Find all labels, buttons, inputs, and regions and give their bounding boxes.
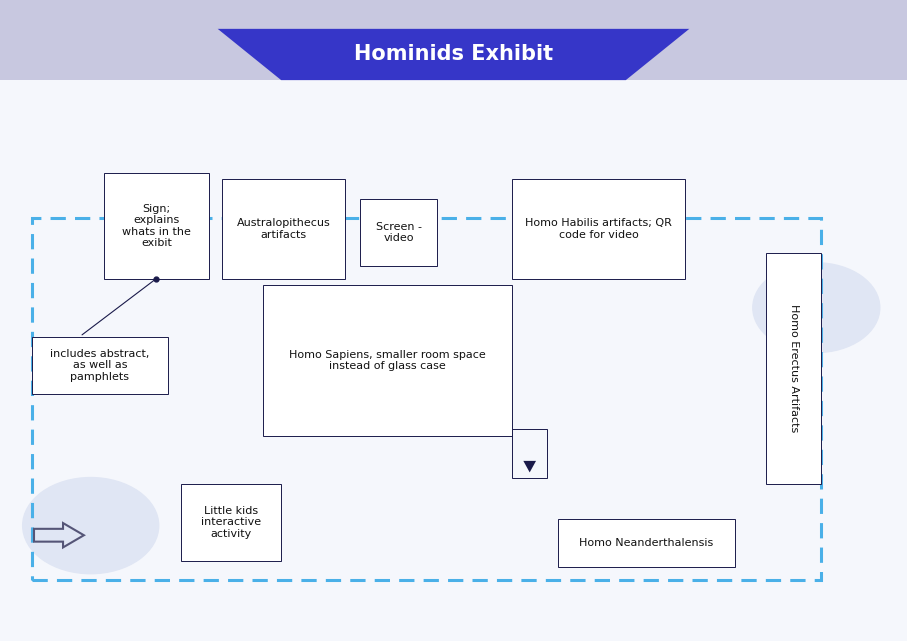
Text: Homo Erectus Artifacts: Homo Erectus Artifacts bbox=[788, 304, 799, 433]
FancyBboxPatch shape bbox=[104, 173, 209, 279]
Text: Hominids Exhibit: Hominids Exhibit bbox=[354, 44, 553, 65]
Text: Australopithecus
artifacts: Australopithecus artifacts bbox=[237, 219, 330, 240]
Text: Sign;
explains
whats in the
exibit: Sign; explains whats in the exibit bbox=[122, 204, 190, 248]
Circle shape bbox=[753, 263, 880, 353]
Text: Homo Neanderthalensis: Homo Neanderthalensis bbox=[579, 538, 714, 548]
Circle shape bbox=[23, 478, 159, 574]
FancyBboxPatch shape bbox=[222, 179, 345, 279]
Polygon shape bbox=[218, 29, 689, 80]
FancyBboxPatch shape bbox=[766, 253, 821, 484]
Text: Screen -
video: Screen - video bbox=[375, 222, 422, 243]
FancyBboxPatch shape bbox=[263, 285, 512, 436]
FancyBboxPatch shape bbox=[181, 484, 281, 561]
FancyBboxPatch shape bbox=[360, 199, 437, 266]
FancyBboxPatch shape bbox=[0, 0, 907, 80]
Text: Homo Habilis artifacts; QR
code for video: Homo Habilis artifacts; QR code for vide… bbox=[525, 219, 672, 240]
Text: Homo Sapiens, smaller room space
instead of glass case: Homo Sapiens, smaller room space instead… bbox=[289, 350, 486, 371]
FancyBboxPatch shape bbox=[512, 429, 547, 478]
FancyBboxPatch shape bbox=[512, 179, 685, 279]
Text: Little kids
interactive
activity: Little kids interactive activity bbox=[201, 506, 261, 539]
FancyBboxPatch shape bbox=[32, 337, 168, 394]
Text: includes abstract,
as well as
pamphlets: includes abstract, as well as pamphlets bbox=[50, 349, 150, 382]
FancyBboxPatch shape bbox=[558, 519, 735, 567]
Polygon shape bbox=[523, 461, 536, 472]
